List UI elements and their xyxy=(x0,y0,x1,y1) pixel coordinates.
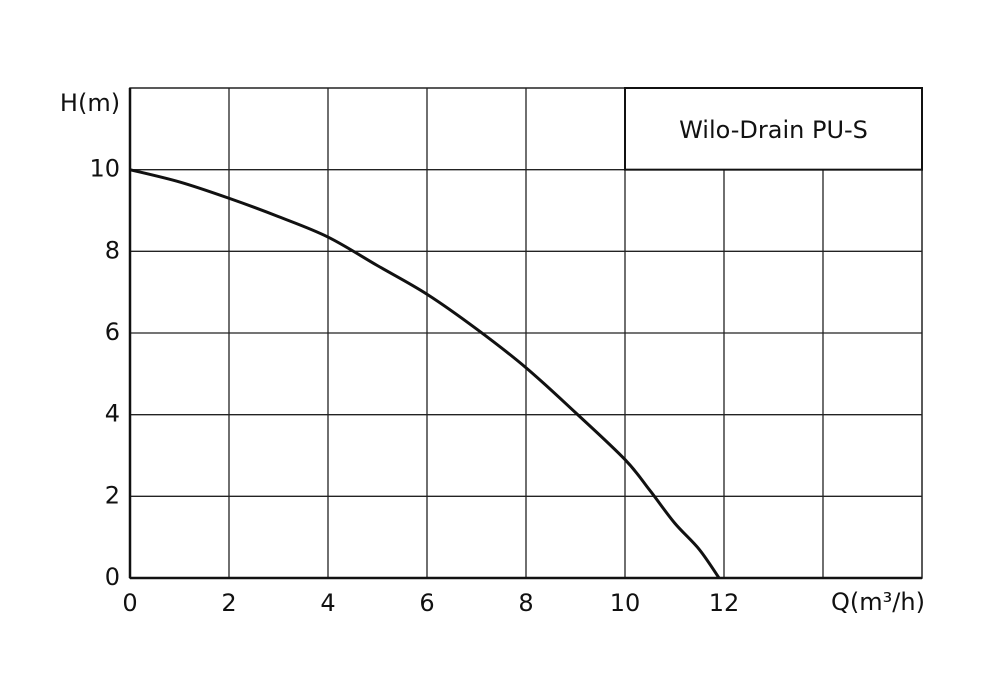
y-axis-label: H(m) xyxy=(60,89,120,117)
x-tick-label: 12 xyxy=(709,589,740,617)
y-tick-label: 6 xyxy=(105,318,120,346)
x-tick-label: 8 xyxy=(518,589,533,617)
x-axis-label: Q(m³/h) xyxy=(831,588,925,616)
curve xyxy=(129,168,721,579)
x-tick-label: 6 xyxy=(419,589,434,617)
legend-box xyxy=(624,87,923,171)
y-tick-label: 4 xyxy=(105,400,120,428)
y-tick-label: 0 xyxy=(105,563,120,591)
x-tick-label: 10 xyxy=(610,589,641,617)
y-tick-label: 10 xyxy=(89,155,120,183)
x-tick-label: 2 xyxy=(221,589,236,617)
x-tick-label: 0 xyxy=(122,589,137,617)
y-tick-label: 2 xyxy=(105,481,120,509)
legend-label: Wilo-Drain PU-S xyxy=(679,116,868,144)
x-tick-label: 4 xyxy=(320,589,335,617)
y-tick-label: 8 xyxy=(105,236,120,264)
